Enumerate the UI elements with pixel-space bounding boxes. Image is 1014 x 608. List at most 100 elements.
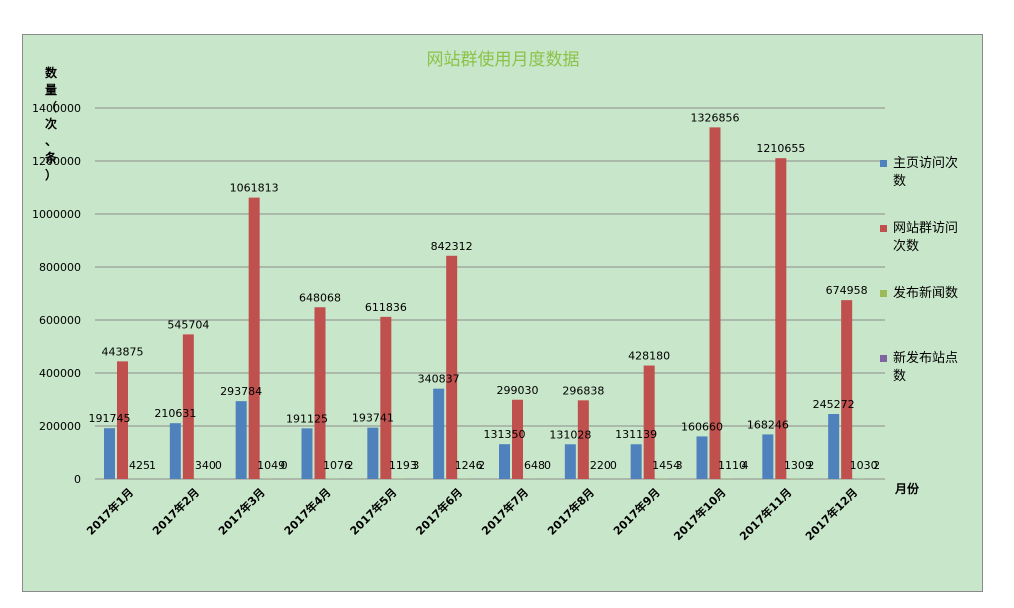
data-label: 1210655	[756, 142, 805, 155]
y-tick-label: 800000	[39, 261, 81, 274]
x-category-label: 2017年3月	[215, 485, 268, 538]
x-axis-label: 月份	[894, 481, 920, 496]
y-axis-label-text: 数量（次、条）	[44, 65, 58, 182]
bar	[499, 444, 510, 479]
x-category-label: 2017年8月	[544, 485, 597, 538]
legend-swatch	[880, 160, 887, 167]
bar	[301, 428, 313, 479]
y-axis-label: 数量（次、条）	[44, 65, 58, 182]
bar	[696, 436, 708, 479]
x-category-label: 2017年4月	[281, 485, 334, 538]
data-label: 1246	[455, 459, 483, 472]
data-label: 210631	[154, 407, 196, 420]
data-label: 648068	[299, 291, 341, 304]
data-label: 299030	[497, 384, 539, 397]
bar	[433, 388, 445, 479]
data-label: 0	[281, 459, 288, 472]
x-category-label: 2017年10月	[671, 485, 729, 543]
x-category-label: 2017年11月	[736, 485, 794, 543]
data-label: 4	[742, 459, 749, 472]
data-label: 2	[347, 459, 354, 472]
data-label: 1309	[784, 459, 812, 472]
bar	[117, 361, 128, 479]
data-label: 293784	[220, 385, 262, 398]
data-label: 3	[676, 459, 683, 472]
bar	[828, 414, 840, 479]
data-label: 220	[590, 459, 611, 472]
legend-swatch	[880, 355, 887, 362]
bar-chart: 网站群使用月度数据 0 200000 400000 600000 800000 10000…	[32, 49, 958, 543]
chart-frame: 网站群使用月度数据 0 200000 400000 600000 800000 10000…	[22, 34, 983, 592]
data-label: 1030	[850, 459, 878, 472]
y-axis-ticks: 0 200000 400000 600000 800000 1000000 1200000 1…	[32, 102, 81, 486]
bar	[104, 428, 115, 479]
y-tick-label: 200000	[39, 420, 81, 433]
data-label: 245272	[813, 398, 855, 411]
data-label: 168246	[747, 418, 789, 431]
data-label: 1326856	[691, 111, 740, 124]
bar	[235, 401, 247, 479]
data-label: 131028	[549, 428, 591, 441]
data-label: 193741	[352, 412, 394, 425]
data-label: 648	[524, 459, 545, 472]
x-category-label: 2017年2月	[149, 485, 202, 538]
data-label: 428180	[628, 350, 670, 363]
data-label: 340837	[418, 373, 460, 386]
x-axis-categories: 2017年1月 2017年2月 2017年3月 2017年4月 2017年5月 2017年…	[84, 485, 861, 543]
data-label: 1049	[257, 459, 285, 472]
data-label: 296838	[562, 384, 604, 397]
legend-swatch	[880, 290, 887, 297]
data-label: 674958	[826, 284, 868, 297]
bar	[709, 127, 721, 479]
data-label: 842312	[431, 240, 473, 253]
bar	[446, 255, 458, 479]
legend-entry: 网站群访问次数	[893, 221, 958, 254]
bar	[630, 444, 642, 479]
y-tick-label: 400000	[39, 367, 81, 380]
data-label: 545704	[167, 318, 209, 331]
data-label: 2	[807, 459, 814, 472]
bar	[314, 307, 326, 479]
bar	[762, 434, 774, 479]
legend-entry: 新发布站点数	[893, 350, 958, 384]
y-tick-label: 1200000	[32, 155, 81, 168]
data-label: 0	[544, 459, 551, 472]
chart-title: 网站群使用月度数据	[427, 49, 580, 70]
data-label: 0	[215, 459, 222, 472]
x-category-label: 2017年7月	[479, 485, 532, 538]
data-label: 0	[610, 459, 617, 472]
data-label: 2	[478, 459, 485, 472]
bar	[380, 316, 392, 479]
bar	[564, 444, 576, 479]
bar	[577, 400, 589, 479]
data-label: 1110	[718, 459, 746, 472]
legend-swatch	[880, 225, 887, 232]
data-label: 2	[873, 459, 880, 472]
bar	[775, 158, 787, 479]
data-label: 1076	[323, 459, 351, 472]
bar	[182, 334, 194, 479]
x-category-label: 2017年9月	[610, 485, 663, 538]
data-label: 3	[412, 459, 419, 472]
bar	[841, 300, 853, 479]
bar	[643, 365, 655, 479]
data-label: 191745	[89, 412, 131, 425]
data-label: 160660	[681, 420, 723, 433]
x-category-label: 2017年5月	[347, 485, 400, 538]
x-category-label: 2017年1月	[84, 485, 137, 538]
grid-lines	[95, 107, 885, 480]
legend-entry: 主页访问次数	[893, 155, 958, 189]
bar	[169, 423, 181, 479]
y-tick-label: 1000000	[32, 208, 81, 221]
data-label: 340	[195, 459, 216, 472]
y-tick-label: 600000	[39, 314, 81, 327]
bar	[512, 399, 523, 479]
data-label: 611836	[365, 301, 407, 314]
data-label: 443875	[102, 345, 144, 358]
data-label: 1454	[652, 459, 680, 472]
data-label: 1061813	[230, 182, 279, 195]
data-label: 1	[149, 459, 156, 472]
legend-entry: 发布新闻数	[893, 285, 958, 301]
